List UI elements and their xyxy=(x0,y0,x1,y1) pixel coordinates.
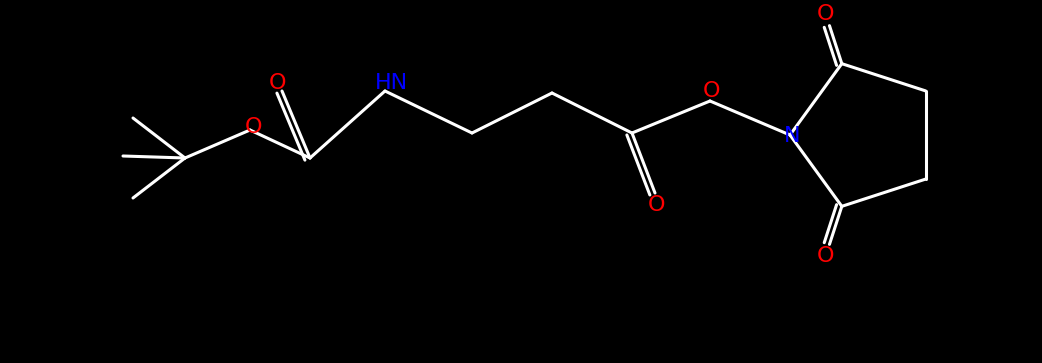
Text: O: O xyxy=(245,117,263,137)
Text: HN: HN xyxy=(374,73,407,93)
Text: O: O xyxy=(703,81,721,101)
Text: O: O xyxy=(817,4,835,24)
Text: O: O xyxy=(269,73,287,93)
Text: O: O xyxy=(817,246,835,266)
Text: O: O xyxy=(648,195,666,215)
Text: N: N xyxy=(784,126,800,146)
